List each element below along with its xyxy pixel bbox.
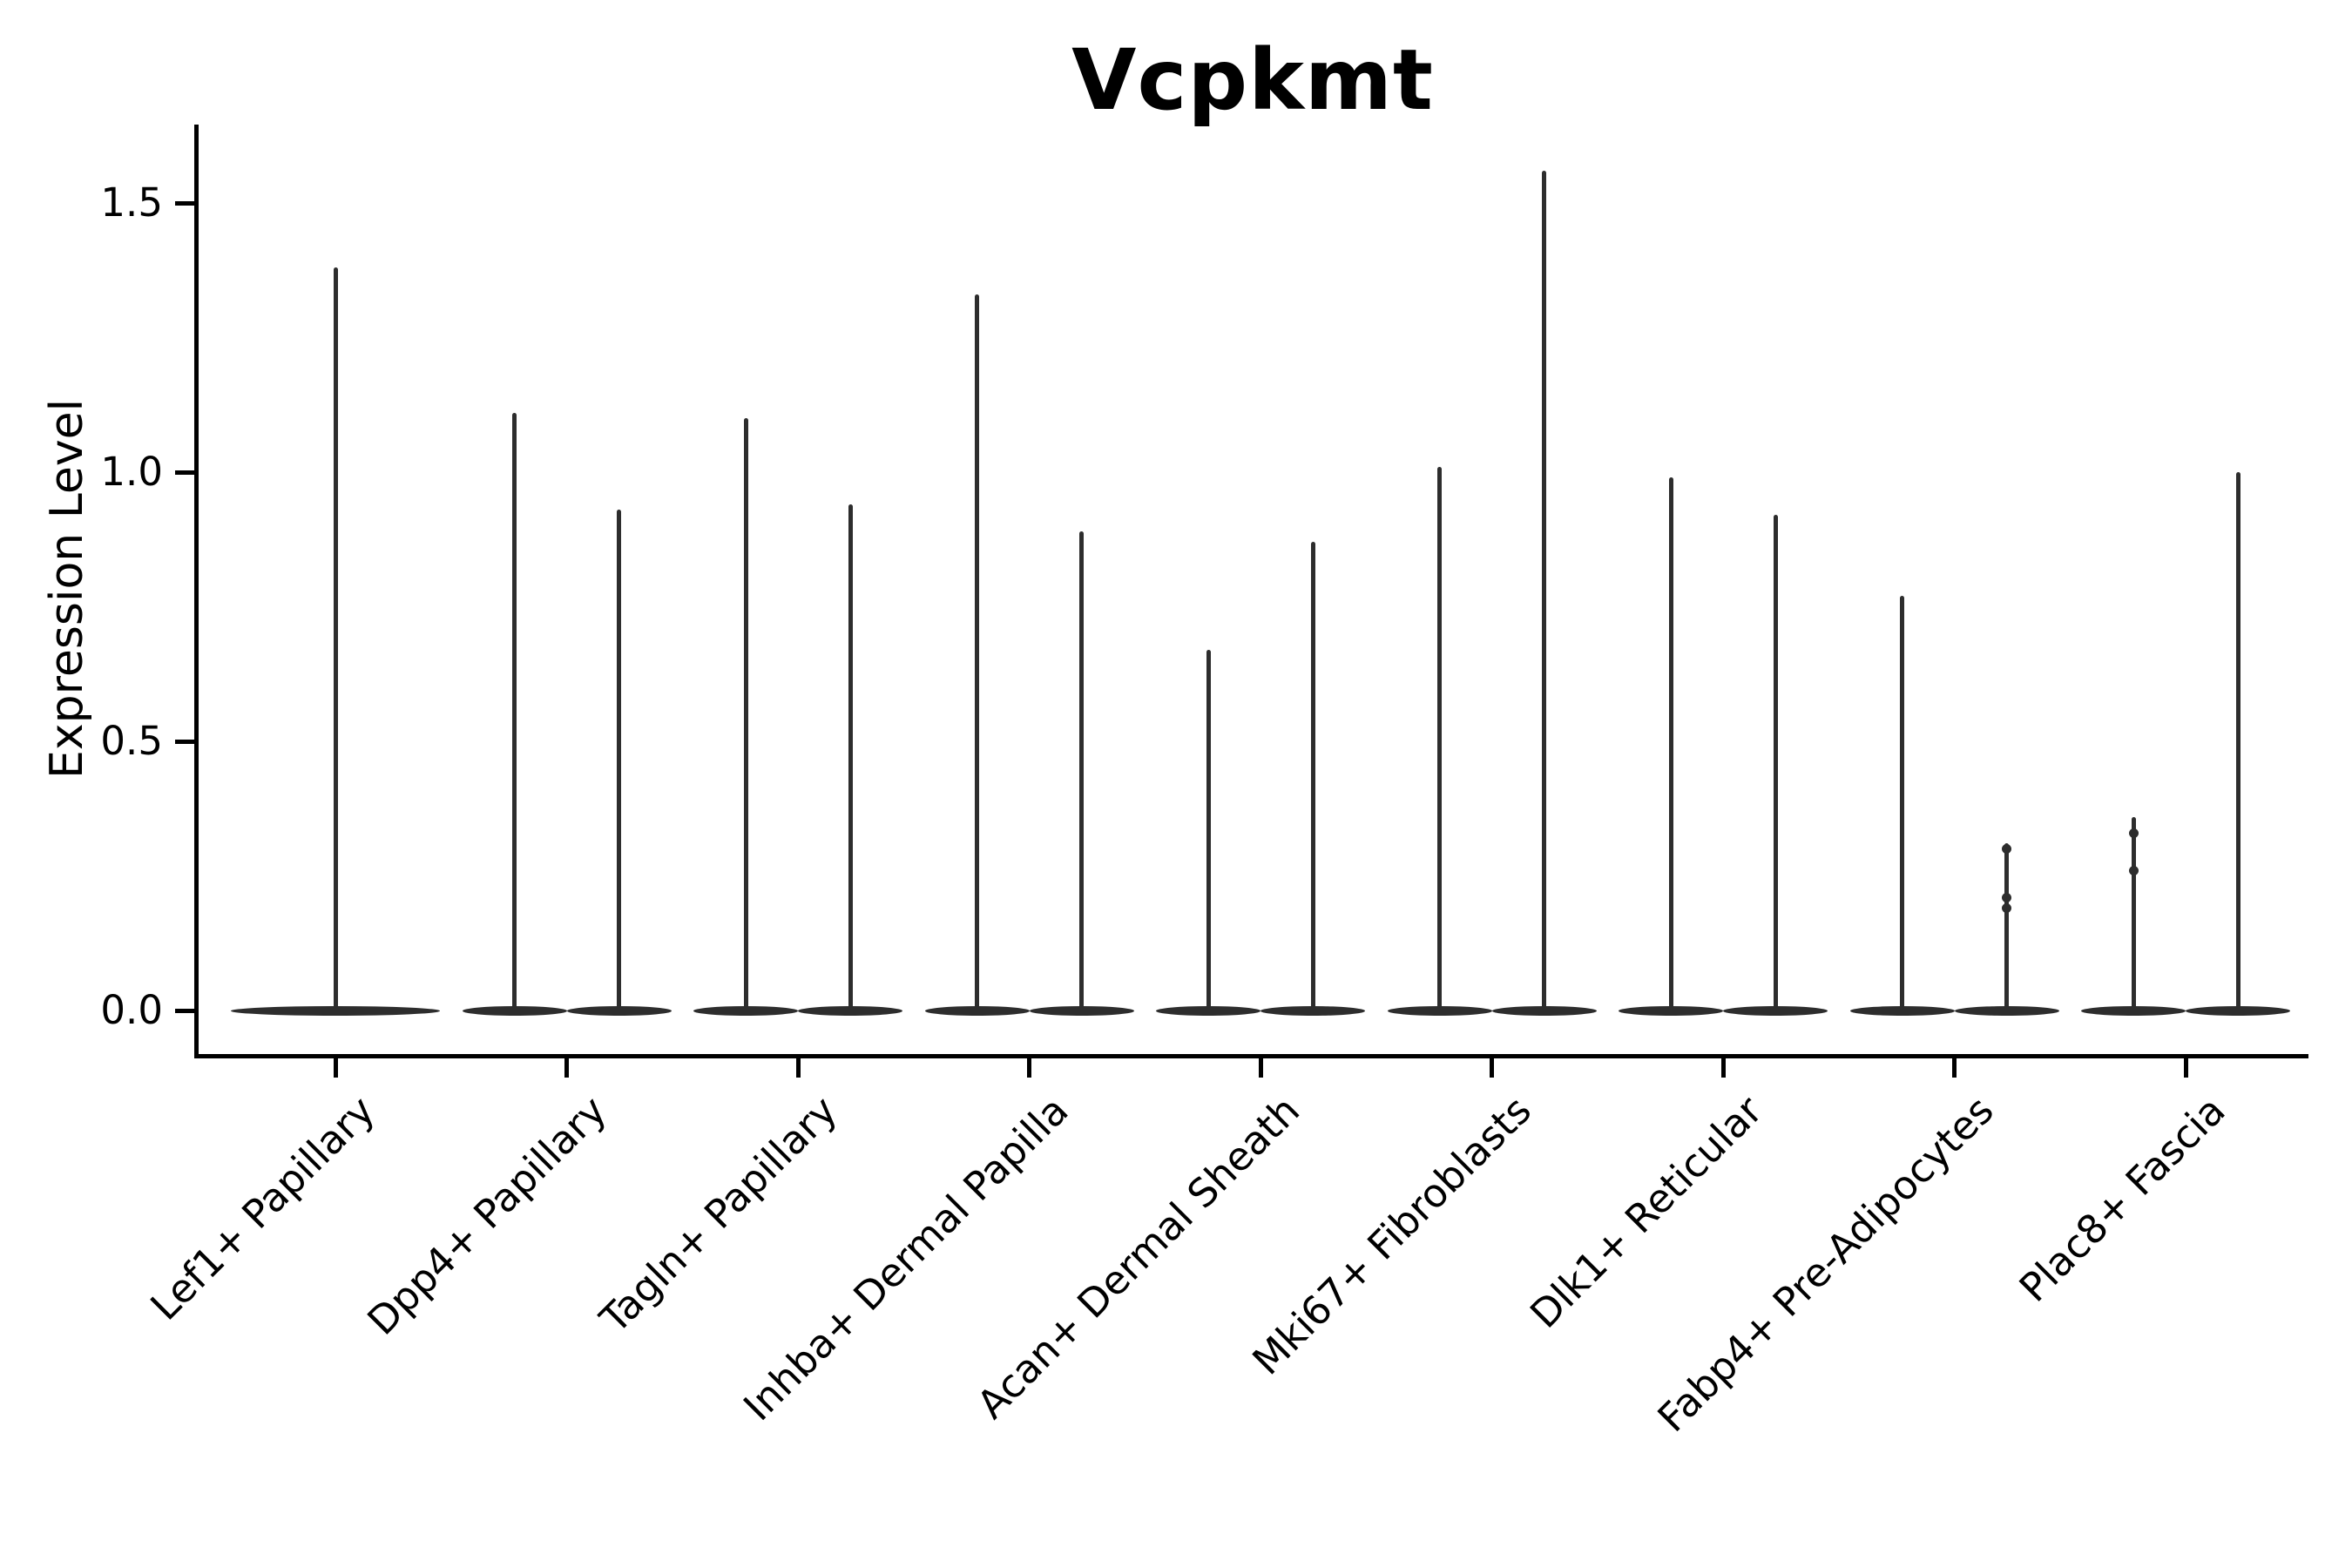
violin-spike <box>2131 816 2136 1010</box>
violin-base <box>1619 1005 1723 1016</box>
y-axis-spine <box>194 125 199 1058</box>
violin-base <box>1156 1005 1260 1016</box>
violin-base <box>798 1005 902 1016</box>
violin-spike <box>2235 472 2240 1010</box>
violin-base <box>2186 1005 2290 1016</box>
violin-knot <box>2002 844 2011 855</box>
violin-base <box>1954 1005 2059 1016</box>
violin-spike <box>1437 466 1442 1010</box>
violin-base <box>231 1005 440 1016</box>
x-tick-mark <box>1952 1058 1957 1078</box>
x-tick-mark <box>1720 1058 1726 1078</box>
x-axis-spine <box>194 1054 2308 1058</box>
violin-spike <box>1310 542 1315 1010</box>
violin-spike <box>1542 170 1546 1010</box>
violin-spike <box>1668 477 1673 1010</box>
chart-title: Vcpkmt <box>1071 31 1434 129</box>
violin-knot <box>2128 865 2139 875</box>
violin-spike <box>333 267 338 1010</box>
violin-spike <box>743 418 748 1010</box>
x-tick-mark <box>1027 1058 1031 1078</box>
y-tick-label: 0.5 <box>100 718 163 764</box>
x-tick-label: Dlk1+ Reticular <box>1521 1087 1772 1337</box>
violin-spike <box>1773 515 1778 1010</box>
violin-spike <box>975 294 979 1010</box>
x-tick-mark <box>1258 1058 1263 1078</box>
violin-base <box>1387 1005 1492 1016</box>
x-tick-label: Tagln+ Papillary <box>591 1087 847 1342</box>
x-tick-mark <box>1490 1058 1494 1078</box>
violin-base <box>566 1005 672 1016</box>
x-tick-mark <box>333 1058 338 1078</box>
violin-base <box>1260 1005 1365 1016</box>
x-tick-label: Lef1+ Papillary <box>141 1087 384 1329</box>
violin-knot <box>2002 903 2011 914</box>
violin-knot <box>2002 892 2011 902</box>
violin-base <box>1849 1005 1955 1016</box>
violin-spike <box>1079 531 1084 1010</box>
y-tick-mark <box>175 470 194 475</box>
y-tick-mark <box>175 1008 194 1013</box>
violin-base <box>693 1005 798 1016</box>
violin-spike <box>617 510 621 1010</box>
violin-base <box>1029 1005 1134 1016</box>
violin-spike <box>512 413 517 1010</box>
x-tick-mark <box>564 1058 569 1078</box>
violin-base <box>1491 1005 1597 1016</box>
x-tick-mark <box>2183 1058 2188 1078</box>
violin-spike <box>2004 843 2009 1010</box>
violin-base <box>2081 1005 2186 1016</box>
violin-spike <box>848 504 853 1010</box>
violin-knot <box>2128 828 2139 838</box>
x-tick-label: Dpp4+ Papillary <box>358 1087 615 1344</box>
y-tick-label: 0.0 <box>100 987 163 1033</box>
y-tick-label: 1.5 <box>100 179 163 226</box>
x-tick-mark <box>795 1058 801 1078</box>
violin-spike <box>1900 596 1904 1010</box>
violin-spike <box>1206 649 1211 1010</box>
violin-base <box>924 1005 1030 1016</box>
x-tick-label: Plac8+ Fascia <box>2010 1087 2234 1311</box>
y-tick-mark <box>175 739 194 744</box>
violin-base <box>1723 1005 1828 1016</box>
y-tick-label: 1.0 <box>100 449 163 495</box>
violin-base <box>462 1005 567 1016</box>
y-tick-mark <box>175 200 194 206</box>
